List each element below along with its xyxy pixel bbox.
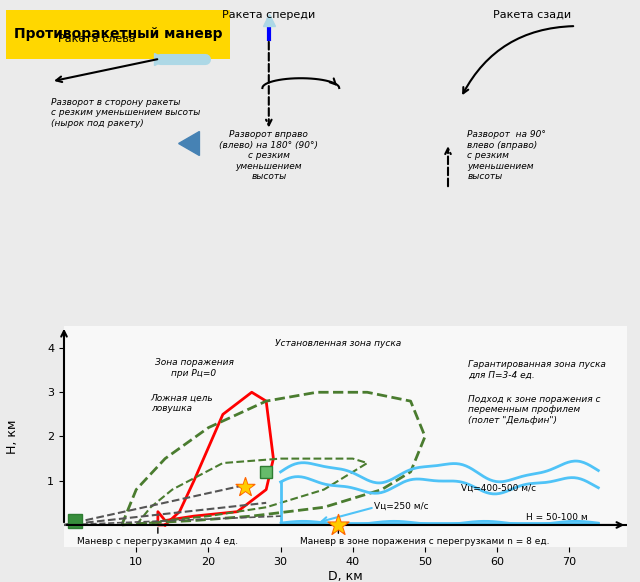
Point [333,520,344,530]
Text: Гарантированная зона пуска
для П=3-4 ед.: Гарантированная зона пуска для П=3-4 ед. [468,360,606,380]
Text: Разворот  на 90°
влево (вправо)
с резким
уменьшением
высоты: Разворот на 90° влево (вправо) с резким … [467,130,546,181]
X-axis label: D, км: D, км [328,570,363,582]
Text: Ракета сзади: Ракета сзади [493,10,571,20]
Text: Разворот в сторону ракеты
с резким уменьшением высоты
(нырок под ракету): Разворот в сторону ракеты с резким умень… [51,98,200,127]
Text: Vц=250 м/с: Vц=250 м/с [374,502,429,511]
Text: Ракета слева: Ракета слева [58,34,135,44]
Point [239,482,250,492]
Text: Маневр с перегрузкамип до 4 ед.: Маневр с перегрузкамип до 4 ед. [77,537,239,546]
Point [239,482,250,492]
FancyBboxPatch shape [6,10,230,59]
Point [333,520,344,530]
Text: Противоракетный маневр: Противоракетный маневр [14,27,223,41]
Text: H = 50-100 м: H = 50-100 м [526,513,588,521]
Text: Разворот вправо
(влево) на 180° (90°)
с резким
уменьшением
высоты: Разворот вправо (влево) на 180° (90°) с … [220,130,318,181]
Text: Ракета спереди: Ракета спереди [222,10,316,20]
Text: Vц=400-500 м/с: Vц=400-500 м/с [461,484,536,493]
Text: Ложная цель
ловушка: Ложная цель ловушка [150,393,213,413]
Text: Подход к зоне поражения с
переменным профилем
(полет "Дельфин"): Подход к зоне поражения с переменным про… [468,395,601,425]
Text: Зона поражения
при Рц=0: Зона поражения при Рц=0 [154,359,234,378]
Text: Маневр в зоне поражения с перегрузками n = 8 ед.: Маневр в зоне поражения с перегрузками n… [300,537,550,546]
Text: Установленная зона пуска: Установленная зона пуска [275,339,401,348]
Y-axis label: Н, км: Н, км [6,419,19,454]
